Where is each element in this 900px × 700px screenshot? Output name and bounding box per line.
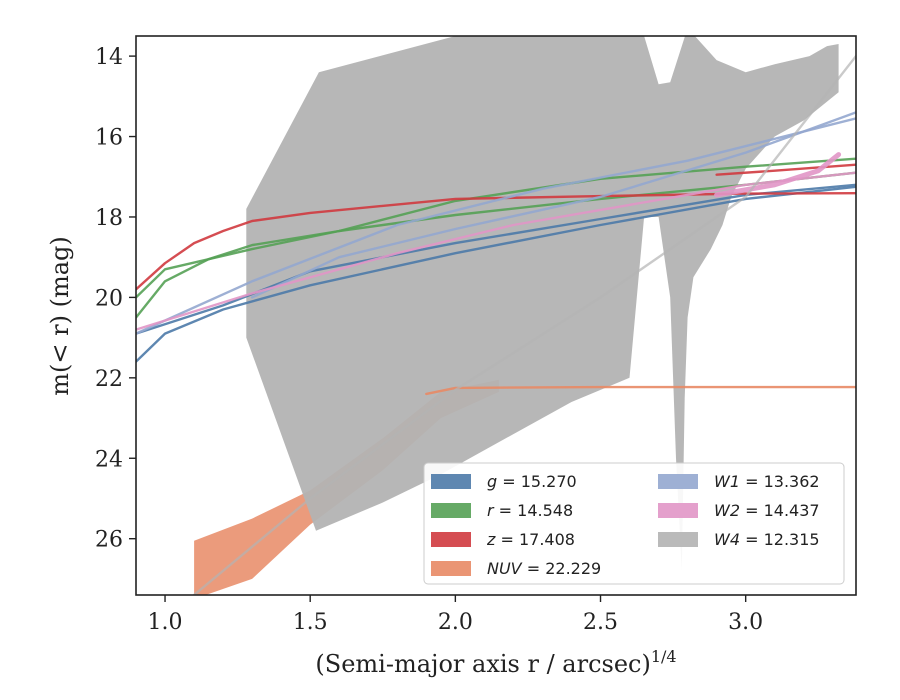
legend-swatch-r bbox=[431, 503, 471, 518]
x-axis-label: (Semi-major axis r / arcsec)1/4 bbox=[315, 647, 676, 678]
series-line-z-0 bbox=[136, 191, 856, 291]
y-axis-label: m(< r) (mag) bbox=[46, 236, 74, 395]
series-line-g-0 bbox=[136, 185, 856, 363]
legend-swatch-g bbox=[431, 474, 471, 489]
series-line-w4-0 bbox=[192, 54, 856, 595]
legend-label-nuv: NUV = 22.229 bbox=[487, 559, 601, 578]
legend-swatch-w2 bbox=[658, 503, 698, 518]
y-tick-label: 18 bbox=[95, 206, 123, 231]
legend-swatch-w4 bbox=[658, 532, 698, 547]
legend-label-w1: W1 = 13.362 bbox=[714, 472, 820, 491]
x-tick-label: 1.0 bbox=[148, 610, 183, 635]
y-tick-label: 16 bbox=[95, 126, 123, 151]
y-tick-label: 26 bbox=[95, 528, 123, 553]
x-tick-label: 2.0 bbox=[438, 610, 473, 635]
y-tick-label: 24 bbox=[95, 447, 123, 472]
series-line-g-1 bbox=[136, 183, 856, 335]
ticks-layer: 1.0 1.5 2.0 2.5 3.0 14 16 18 20 22 24 26 bbox=[95, 45, 763, 635]
legend-label-w4: W4 = 12.315 bbox=[714, 530, 820, 549]
x-tick-label: 2.5 bbox=[583, 610, 618, 635]
legend-box bbox=[423, 462, 845, 585]
legend-label-r: r = 14.548 bbox=[487, 501, 573, 520]
series-line-w1-1 bbox=[250, 111, 856, 299]
series-line-w2-0 bbox=[136, 171, 856, 331]
y-tick-label: 20 bbox=[95, 286, 123, 311]
x-tick-label: 1.5 bbox=[293, 610, 328, 635]
series-line-w1-0 bbox=[136, 117, 856, 335]
y-tick-label: 14 bbox=[95, 45, 123, 70]
series-line-w2-1 bbox=[714, 152, 842, 198]
legend-label-g: g = 15.270 bbox=[487, 472, 577, 491]
data-layer bbox=[136, 36, 856, 595]
plot-frame bbox=[135, 35, 857, 596]
legend-swatch-w1 bbox=[658, 474, 698, 489]
series-line-nuv-0 bbox=[425, 385, 856, 396]
legend: g = 15.270 r = 14.548 z = 17.408 NUV = 22.2… bbox=[423, 462, 845, 585]
legend-swatch-z bbox=[431, 532, 471, 547]
legend-label-z: z = 17.408 bbox=[486, 530, 575, 549]
x-tick-label: 3.0 bbox=[728, 610, 763, 635]
y-tick-label: 22 bbox=[95, 367, 123, 392]
series-line-z-1 bbox=[715, 163, 856, 176]
legend-label-w2: W2 = 14.437 bbox=[714, 501, 820, 520]
legend-swatch-nuv bbox=[431, 561, 471, 576]
series-line-r-1 bbox=[136, 157, 856, 299]
